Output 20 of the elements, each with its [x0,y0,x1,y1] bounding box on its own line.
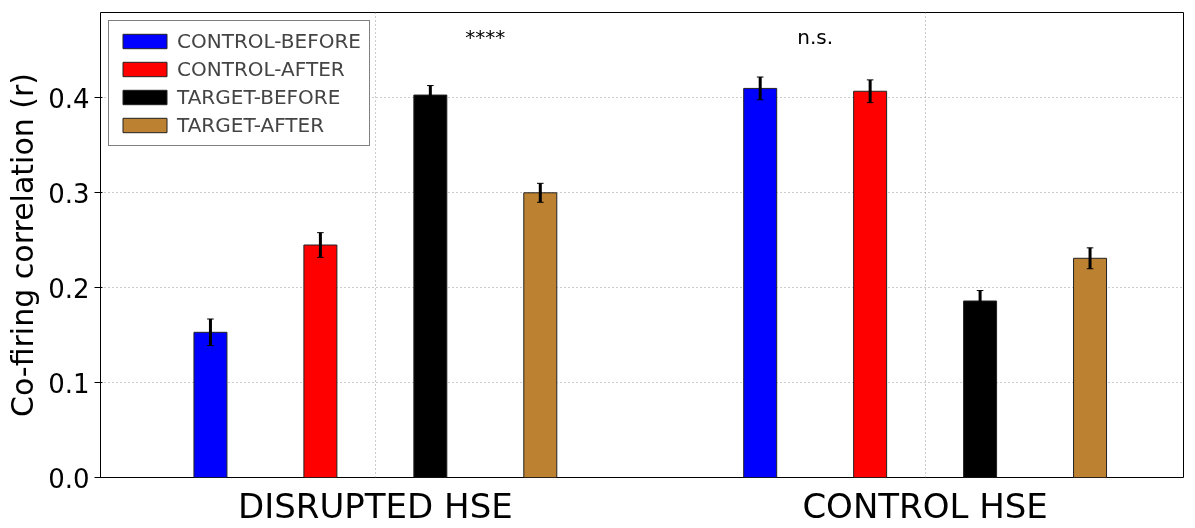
bar [303,244,338,478]
annotation: **** [465,24,506,49]
bar [1073,257,1108,478]
x-tick-label: DISRUPTED HSE [238,485,513,526]
x-tick-label: CONTROL HSE [802,485,1048,526]
y-tick-label: 0.1 [48,368,90,399]
y-tick-label: 0.3 [48,178,90,209]
bar [853,90,888,478]
bar [743,87,778,478]
legend-label: TARGET-BEFORE [177,85,341,109]
y-tick-label: 0.2 [48,273,90,304]
bar [193,331,228,478]
y-tick-label: 0.4 [48,83,90,114]
annotation: n.s. [797,24,834,49]
y-tick-label: 0.0 [48,463,90,494]
legend-label: CONTROL-BEFORE [177,29,361,53]
legend-label: TARGET-AFTER [177,113,325,137]
legend-label: CONTROL-AFTER [177,57,345,81]
y-axis-title: Co-firing correlation (r) [5,72,41,418]
bar [523,192,558,478]
